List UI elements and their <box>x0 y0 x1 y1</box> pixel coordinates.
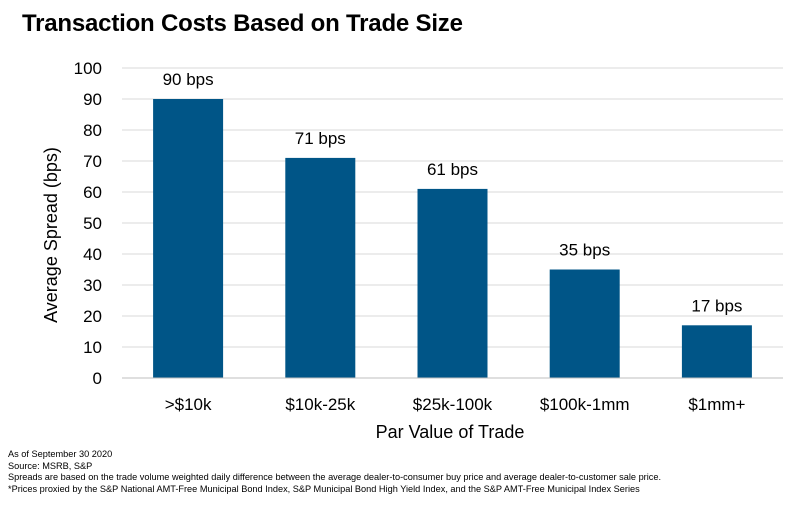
bar-chart: 0 10 20 30 40 50 60 70 80 90 100 90 bps 71 bps 61 bp… <box>41 59 783 442</box>
y-axis-title: Average Spread (bps) <box>41 147 61 323</box>
x-category-label: $100k-1mm <box>540 395 630 414</box>
y-tick-label: 40 <box>83 245 102 264</box>
chart-title: Transaction Costs Based on Trade Size <box>22 10 463 37</box>
data-label: 35 bps <box>559 241 610 260</box>
x-category-label: $10k-25k <box>285 395 355 414</box>
y-tick-label: 20 <box>83 307 102 326</box>
as-of-note: As of September 30 2020 <box>8 449 113 459</box>
footnotes: As of September 30 2020 Source: MSRB, S&… <box>8 449 788 495</box>
y-tick-label: 60 <box>83 183 102 202</box>
data-label: 61 bps <box>427 160 478 179</box>
bar <box>681 325 752 378</box>
y-tick-label: 80 <box>83 121 102 140</box>
bar <box>549 269 620 378</box>
bar <box>417 188 488 378</box>
x-category-label: >$10k <box>165 395 212 414</box>
data-labels: 90 bps 71 bps 61 bps 35 bps 17 bps <box>163 70 743 315</box>
source-note: Source: MSRB, S&P <box>8 460 93 471</box>
x-axis-categories: >$10k $10k-25k $25k-100k $100k-1mm $1mm+ <box>165 395 746 414</box>
y-tick-label: 50 <box>83 214 102 233</box>
x-axis-title: Par Value of Trade <box>376 422 525 442</box>
bar <box>153 99 224 378</box>
x-category-label: $25k-100k <box>413 395 493 414</box>
x-category-label: $1mm+ <box>688 395 745 414</box>
y-tick-label: 0 <box>93 369 102 388</box>
y-tick-label: 10 <box>83 338 102 357</box>
y-axis-ticks: 0 10 20 30 40 50 60 70 80 90 100 <box>74 59 102 388</box>
bar <box>285 157 356 378</box>
data-label: 90 bps <box>163 70 214 89</box>
methodology-note: Spreads are based on the trade volume we… <box>8 472 662 483</box>
bars <box>153 99 752 378</box>
y-tick-label: 30 <box>83 276 102 295</box>
y-tick-label: 90 <box>83 90 102 109</box>
data-label: 17 bps <box>691 296 742 315</box>
data-label: 71 bps <box>295 129 346 148</box>
y-tick-label: 70 <box>83 152 102 171</box>
footnote: *Prices proxied by the S&P National AMT-… <box>8 483 640 494</box>
y-tick-label: 100 <box>74 59 102 78</box>
